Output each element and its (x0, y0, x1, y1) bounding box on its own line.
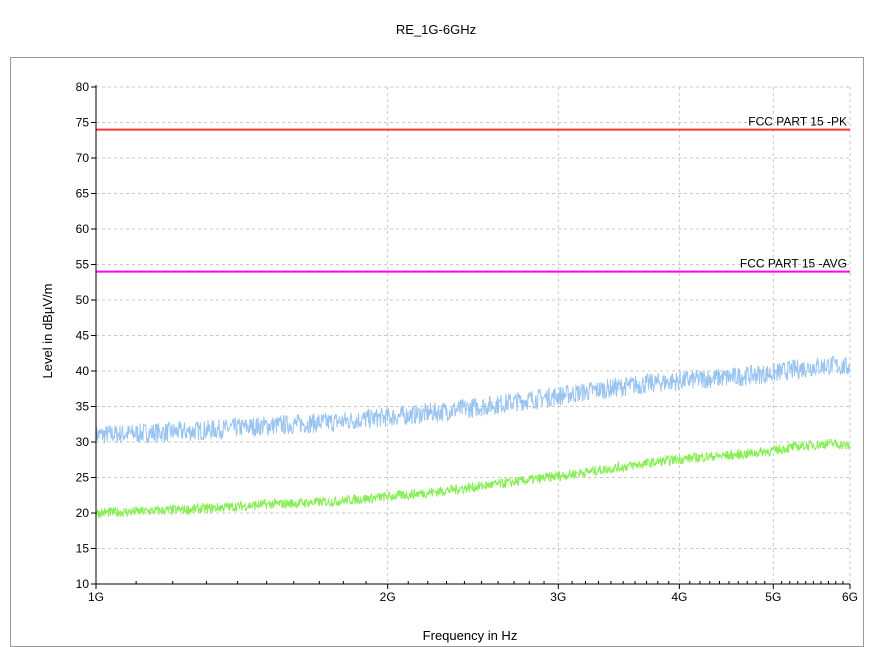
x-tick-label: 2G (380, 590, 396, 604)
y-tick-label: 25 (76, 471, 90, 485)
x-tick-label: 3G (550, 590, 566, 604)
y-axis-title: Level in dBµV/m (40, 284, 55, 379)
x-axis-title: Frequency in Hz (423, 628, 518, 643)
limit-line-label: FCC PART 15 -PK (748, 115, 847, 129)
y-tick-label: 15 (76, 542, 90, 556)
grid-layer (96, 86, 851, 584)
x-tick-label: 1G (88, 590, 104, 604)
axis-layer: 10 15 20 25 30 35 40 45 50 55 60 65 70 75 80 1G 2G 3G 4G 5G… (76, 80, 858, 604)
y-tick-label: 75 (76, 116, 90, 130)
y-tick-label: 30 (76, 435, 90, 449)
y-tick-label: 50 (76, 293, 90, 307)
y-tick-label: 40 (76, 364, 90, 378)
x-tick-label: 4G (671, 590, 687, 604)
x-tick-label: 6G (842, 590, 858, 604)
y-tick-label: 45 (76, 329, 90, 343)
y-tick-label: 35 (76, 400, 90, 414)
y-tick-label: 20 (76, 506, 90, 520)
y-tick-label: 10 (76, 577, 90, 591)
series-line (95, 438, 851, 518)
series-layer (95, 355, 851, 518)
x-tick-label: 5G (765, 590, 781, 604)
limit-line-label: FCC PART 15 -AVG (740, 257, 847, 271)
limit-lines: FCC PART 15 -PK FCC PART 15 -AVG (96, 115, 850, 273)
series-line (95, 355, 851, 445)
y-tick-label: 70 (76, 151, 90, 165)
chart-title: RE_1G-6GHz (395, 22, 477, 37)
y-tick-label: 65 (76, 187, 90, 201)
y-tick-label: 60 (76, 222, 90, 236)
y-tick-label: 80 (76, 80, 90, 94)
y-tick-label: 55 (76, 258, 90, 272)
